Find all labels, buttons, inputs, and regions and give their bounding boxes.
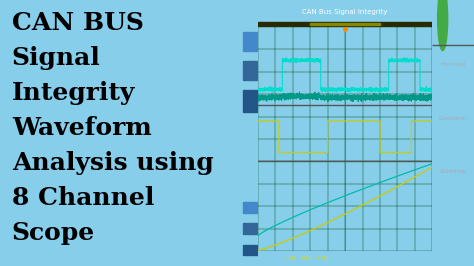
- Text: Integrity: Integrity: [12, 81, 135, 105]
- Bar: [243, 223, 257, 234]
- Bar: [243, 90, 257, 112]
- Text: 1.00    500 ~ 1.00: 1.00 500 ~ 1.00: [284, 256, 328, 261]
- Bar: [243, 245, 257, 255]
- Text: Zoom/Help: Zoom/Help: [439, 169, 467, 174]
- Bar: [243, 61, 257, 80]
- Bar: [258, 22, 432, 27]
- Bar: [310, 23, 380, 25]
- Text: 8 Channel: 8 Channel: [12, 186, 154, 210]
- Text: Signal: Signal: [12, 46, 100, 70]
- Text: Analysis using: Analysis using: [12, 151, 214, 175]
- Text: CAN BUS: CAN BUS: [12, 11, 144, 35]
- Bar: [243, 202, 257, 213]
- Text: Scope: Scope: [12, 221, 95, 245]
- Text: CAN Bus Signal Integrity: CAN Bus Signal Integrity: [302, 9, 388, 15]
- Text: Horizontal: Horizontal: [440, 63, 466, 68]
- Circle shape: [438, 0, 447, 51]
- Text: Waveform: Waveform: [12, 116, 152, 140]
- Text: Conditional: Conditional: [439, 116, 467, 121]
- Bar: [243, 32, 257, 51]
